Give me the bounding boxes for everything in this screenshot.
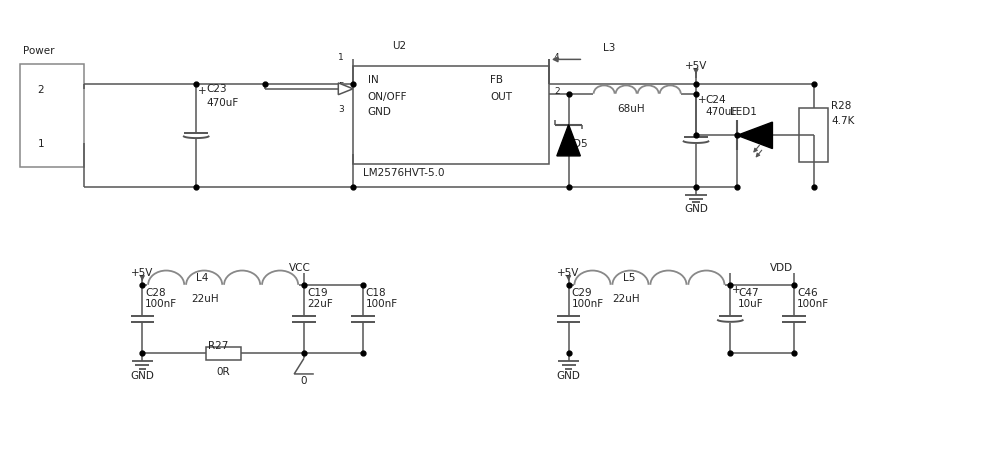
Text: 470uF: 470uF: [206, 97, 238, 107]
Text: ON/OFF: ON/OFF: [368, 92, 407, 101]
Text: 1: 1: [37, 138, 44, 148]
Polygon shape: [737, 123, 772, 149]
Text: L3: L3: [603, 42, 615, 52]
Bar: [20, 65, 84, 168]
Text: 100nF: 100nF: [366, 299, 398, 309]
Text: +5V: +5V: [685, 61, 707, 71]
Text: C18: C18: [366, 287, 386, 297]
Bar: [353, 67, 549, 165]
Text: C28: C28: [145, 287, 166, 297]
Text: Power: Power: [23, 46, 54, 55]
Text: C23: C23: [206, 83, 227, 94]
Text: R27: R27: [208, 340, 229, 350]
Polygon shape: [338, 84, 353, 96]
Text: VCC: VCC: [289, 262, 311, 272]
Text: L4: L4: [196, 272, 209, 282]
Text: C29: C29: [572, 287, 592, 297]
Text: C46: C46: [797, 287, 818, 297]
Text: 470uF: 470uF: [706, 107, 738, 117]
Text: GND: GND: [130, 370, 154, 380]
Text: C24: C24: [706, 94, 726, 104]
Text: OUT: OUT: [490, 92, 512, 101]
Text: 2: 2: [554, 87, 560, 96]
Text: GND: GND: [368, 107, 392, 117]
Text: 100nF: 100nF: [572, 299, 604, 309]
Text: C19: C19: [307, 287, 328, 297]
Bar: [206, 347, 241, 360]
Text: 22uH: 22uH: [613, 294, 640, 304]
Text: VDD: VDD: [770, 262, 793, 272]
Text: 4: 4: [554, 53, 560, 62]
Bar: [799, 109, 828, 163]
Polygon shape: [557, 125, 580, 156]
Text: D5: D5: [574, 139, 588, 149]
Text: 10uF: 10uF: [738, 299, 764, 309]
Text: GND: GND: [557, 370, 581, 380]
Text: +5V: +5V: [131, 267, 153, 277]
Text: GND: GND: [684, 204, 708, 214]
Text: LM2576HVT-5.0: LM2576HVT-5.0: [363, 168, 444, 178]
Text: FB: FB: [490, 75, 503, 85]
Text: 100nF: 100nF: [797, 299, 829, 309]
Text: 22uH: 22uH: [191, 294, 219, 304]
Text: 68uH: 68uH: [618, 104, 645, 114]
Text: U2: U2: [392, 41, 406, 51]
Text: 4.7K: 4.7K: [831, 116, 855, 126]
Text: 2: 2: [37, 85, 44, 95]
Text: 22uF: 22uF: [307, 299, 333, 309]
Text: C47: C47: [738, 287, 759, 297]
Text: IN: IN: [368, 75, 378, 85]
Text: 0R: 0R: [216, 366, 230, 376]
Text: +5V: +5V: [557, 267, 580, 277]
Text: 5: 5: [338, 82, 344, 91]
Text: LED1: LED1: [730, 106, 757, 116]
Text: R28: R28: [831, 101, 852, 111]
Text: +: +: [732, 284, 741, 294]
Text: 0: 0: [301, 375, 307, 385]
Text: 1: 1: [338, 53, 344, 62]
Text: +: +: [698, 94, 707, 104]
Text: +: +: [198, 86, 207, 96]
Text: L5: L5: [622, 272, 635, 282]
Text: 3: 3: [338, 105, 344, 114]
Text: 100nF: 100nF: [145, 299, 177, 309]
